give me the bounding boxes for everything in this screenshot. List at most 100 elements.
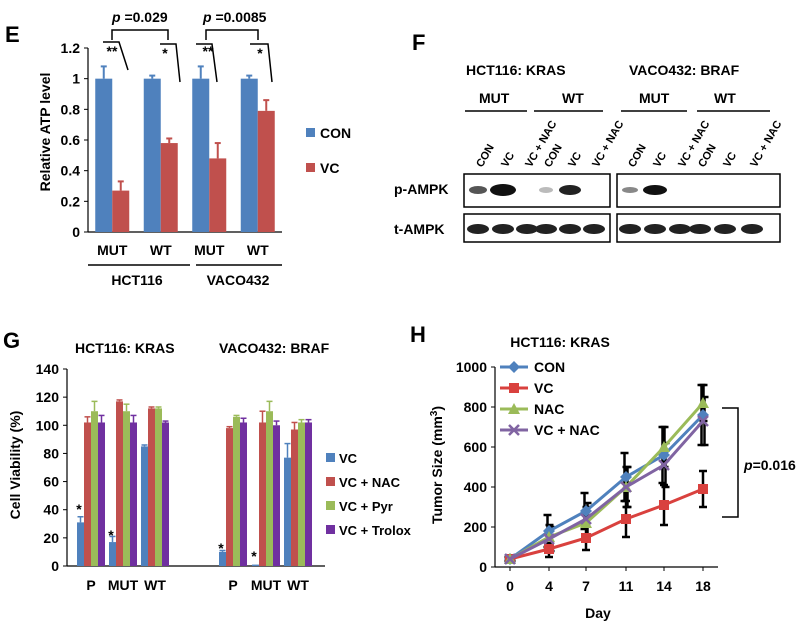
- e-xtick-label: MUT: [97, 242, 128, 258]
- h-point: [504, 553, 516, 565]
- panel-h-bracket: [722, 407, 739, 518]
- g-star: *: [218, 540, 224, 556]
- g-bar: [219, 551, 226, 566]
- band-tampk: [516, 224, 538, 234]
- e-bar-con: [95, 78, 113, 233]
- h-series-line: [509, 420, 705, 561]
- g-ytick-label: 20: [43, 530, 59, 546]
- g-bar: [226, 428, 233, 566]
- h-point: [697, 415, 709, 427]
- g-legend-swatch: [326, 501, 335, 510]
- h-legend-label: CON: [534, 359, 565, 375]
- band-tampk: [559, 224, 581, 234]
- blot-lane-label: VC: [651, 150, 669, 169]
- blot-membrane-1-top: [463, 173, 611, 208]
- panel-e-group-vaco432: VACO432: [207, 272, 270, 288]
- panel-e-legend-swatch-con: [306, 128, 315, 137]
- e-bar-vc: [257, 110, 275, 232]
- g-legend-label: VC + Trolox: [339, 523, 412, 538]
- h-xtick-label: 4: [545, 578, 553, 594]
- panel-h: H HCT116: KRAS 0 200 400 600 800 1000 0 4 7 11 14 1…: [410, 322, 796, 621]
- panel-e-xlabels: MUT WT MUT WT: [97, 242, 269, 258]
- panel-g-title-2: VACO432: BRAF: [219, 340, 330, 356]
- g-bar: [162, 422, 169, 566]
- blot-lane-label: CON: [474, 142, 497, 169]
- h-legend-marker: [508, 361, 520, 373]
- blot-lane-label: VC: [499, 150, 517, 169]
- g-bar: [273, 425, 280, 566]
- panel-g-ylabel: Cell Viability (%): [7, 411, 23, 520]
- g-bar: [77, 522, 84, 566]
- panel-h-pvalue: p=0.016: [743, 457, 796, 473]
- panel-e-pvalue-2: p =0.0085: [202, 9, 267, 25]
- g-bar: [240, 422, 247, 566]
- h-series-line: [509, 413, 705, 561]
- g-xtick-label: MUT: [108, 577, 139, 593]
- g-legend-label: VC + NAC: [339, 475, 401, 490]
- h-xtick-label: 18: [695, 578, 711, 594]
- h-series-line: [509, 487, 704, 561]
- panel-e-brackets: [103, 29, 273, 83]
- band-tampk: [741, 224, 763, 234]
- blot-membrane-2-top: [616, 173, 781, 208]
- g-ytick-label: 60: [43, 474, 59, 490]
- g-ytick-label: 80: [43, 445, 59, 461]
- blot-group-wt-2: WT: [714, 90, 736, 106]
- e-ytick-label: 1.2: [61, 40, 81, 56]
- band-tampk: [669, 224, 691, 234]
- band-pampk-hct-mut-con: [469, 186, 487, 194]
- e-bar-vc: [160, 143, 178, 232]
- g-bar: [155, 408, 162, 566]
- panel-e-legend-con: CON: [320, 125, 351, 141]
- bracket-p2: [205, 29, 259, 40]
- panel-h-ticks: 0 200 400 600 800 1000 0 4 7 11 14 18: [456, 359, 711, 594]
- g-xtick-label: MUT: [251, 577, 282, 593]
- h-legend-marker: [508, 403, 520, 414]
- panel-e-star-2: *: [162, 45, 168, 61]
- e-bar-con: [192, 78, 210, 233]
- band-pampk-hct-wt-vc: [559, 185, 581, 195]
- g-legend-swatch: [326, 477, 335, 486]
- g-bar: [98, 422, 105, 566]
- g-star: *: [251, 548, 257, 564]
- h-point: [581, 533, 591, 543]
- blot-header-vaco432: VACO432: BRAF: [629, 62, 740, 78]
- g-bar: [259, 422, 266, 566]
- panel-g-ticks: 0 20 40 60 80 100 120 140: [36, 361, 67, 574]
- e-ytick-label: 1: [72, 71, 80, 87]
- h-xtick-label: 0: [506, 578, 514, 594]
- h-legend-label: VC: [534, 380, 553, 396]
- h-point: [658, 441, 670, 452]
- panel-g-legend: VC VC + NAC VC + Pyr VC + Trolox: [326, 451, 412, 538]
- h-xtick-label: 11: [619, 578, 634, 594]
- h-point: [620, 481, 632, 493]
- panel-h-ylabel: Tumor Size (mm3): [429, 406, 446, 524]
- blot-lane-label: CON: [626, 142, 649, 169]
- band-tampk: [535, 224, 557, 234]
- blot-row-tampk: t-AMPK: [394, 221, 445, 237]
- panel-e-pvalue-1: p =0.029: [111, 9, 168, 25]
- bracket-s2: [160, 43, 181, 83]
- panel-f: F HCT116: KRAS VACO432: BRAF MUT WT MUT …: [394, 30, 784, 243]
- g-xtick-label: P: [86, 577, 95, 593]
- panel-g-stars: * * * *: [76, 501, 257, 564]
- e-ytick-label: 0.6: [61, 132, 81, 148]
- panel-e-label: E: [5, 22, 20, 47]
- g-bar: [91, 411, 98, 566]
- h-ytick-label: 800: [464, 399, 488, 415]
- g-star: *: [76, 501, 82, 517]
- band-pampk-vaco-mut-vc: [643, 185, 667, 195]
- h-ytick-label: 200: [464, 519, 488, 535]
- panel-h-title: HCT116: KRAS: [510, 334, 610, 350]
- blot-lane-label: VC: [566, 150, 584, 169]
- panel-g-xlabels: P MUT WT P MUT WT: [86, 577, 309, 593]
- blot-group-mut-1: MUT: [479, 90, 510, 106]
- h-point: [697, 397, 709, 408]
- g-bar: [266, 411, 273, 566]
- panel-h-axes: [494, 367, 718, 568]
- g-bar: [141, 446, 148, 566]
- h-xtick-label: 7: [582, 578, 590, 594]
- h-point: [580, 517, 592, 528]
- blot-group-wt-1: WT: [562, 90, 584, 106]
